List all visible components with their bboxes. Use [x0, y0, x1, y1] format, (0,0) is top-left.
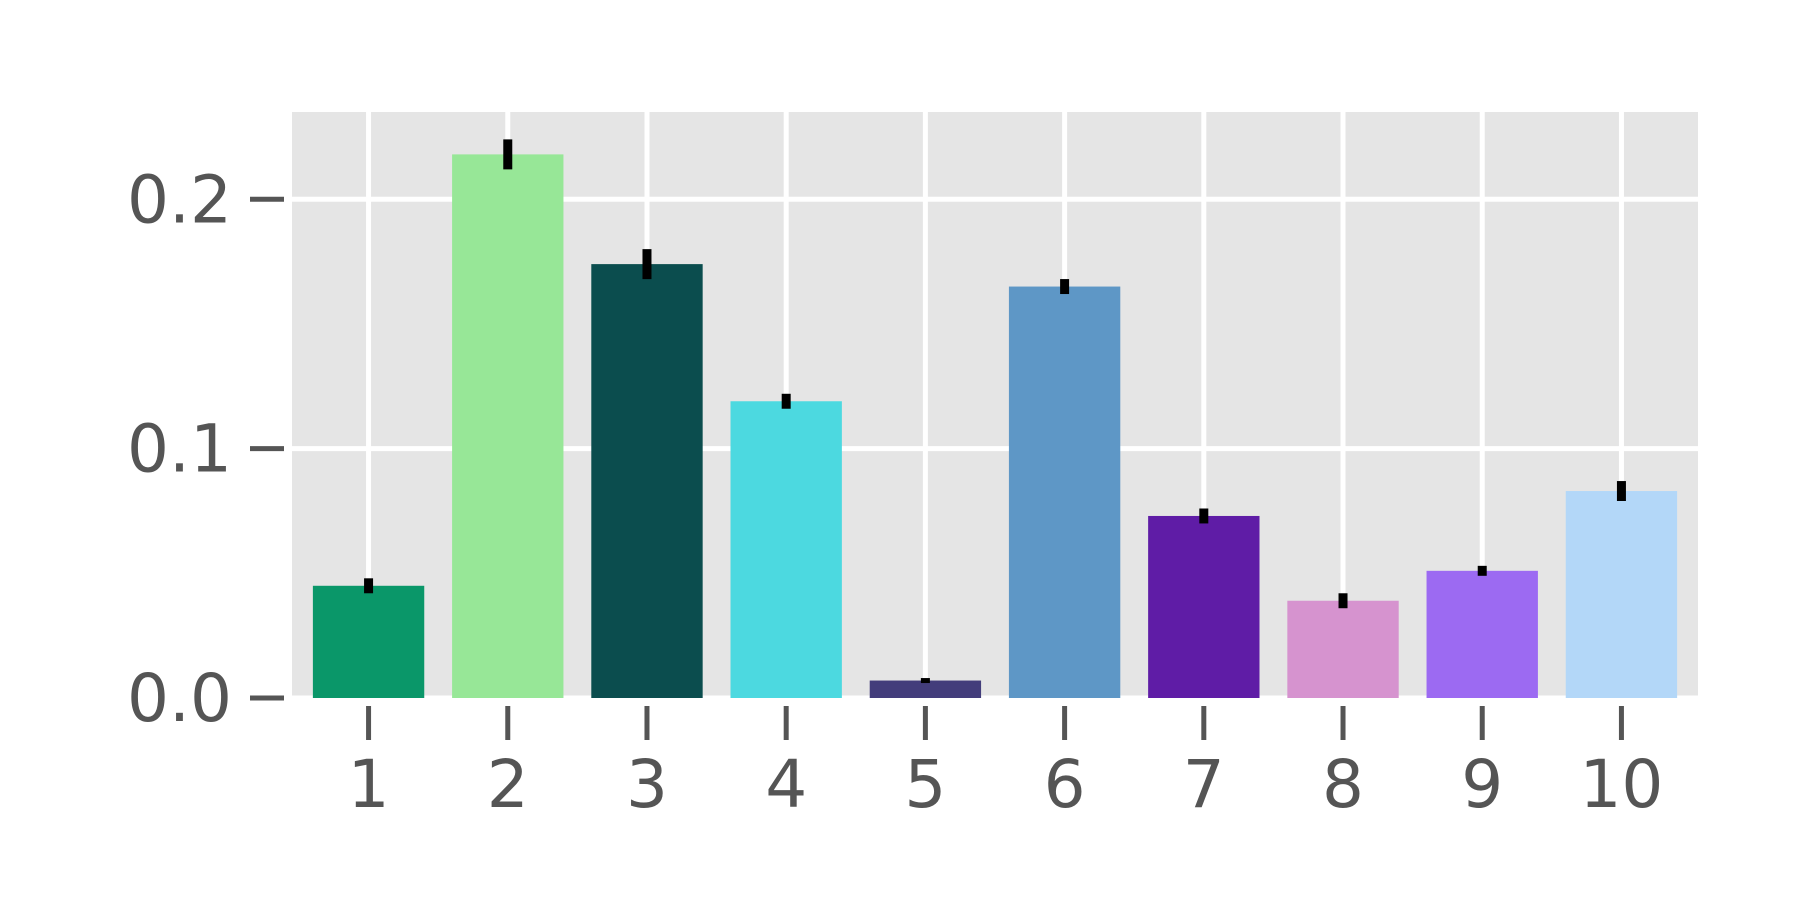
x-tick-label: 4: [765, 746, 807, 823]
bar-3: [591, 264, 703, 698]
bar-6: [1008, 286, 1121, 698]
x-tick-label: 9: [1461, 746, 1503, 823]
bar-5: [869, 680, 982, 698]
error-bars: [364, 139, 1626, 684]
x-tick-label: 10: [1579, 746, 1663, 823]
x-tick-label: 5: [904, 746, 946, 823]
x-tick-label: 1: [348, 746, 390, 823]
bar-2: [452, 154, 564, 699]
x-tick-label: 2: [487, 746, 529, 823]
y-tick-label: 0.0: [127, 660, 232, 737]
bar-1: [312, 585, 425, 698]
x-tick-label: 3: [626, 746, 668, 823]
x-tick-label: 6: [1044, 746, 1086, 823]
bars: [312, 154, 1678, 699]
x-axis: 1 2 3 4 5 6 7 8 9 10: [348, 706, 1663, 823]
bar-7: [1148, 515, 1260, 698]
y-tick-label: 0.1: [127, 411, 232, 488]
x-tick-label: 8: [1322, 746, 1364, 823]
bar-8: [1287, 600, 1399, 698]
x-tick-label: 7: [1183, 746, 1225, 823]
bar-4: [730, 401, 842, 698]
y-tick-label: 0.2: [127, 161, 232, 238]
y-axis: 0.0 0.1 0.2: [127, 161, 284, 737]
bar-10: [1565, 491, 1678, 698]
bar-9: [1426, 570, 1538, 698]
